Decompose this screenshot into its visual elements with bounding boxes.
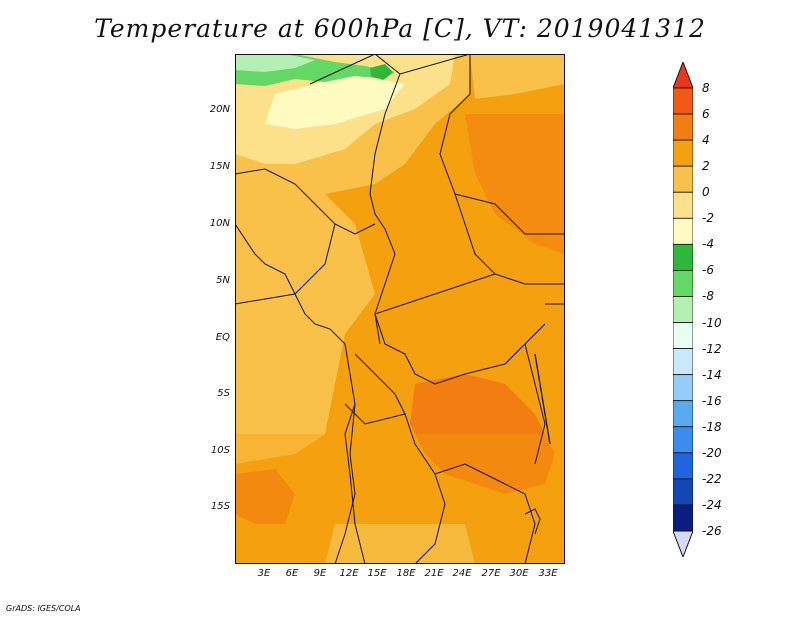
chart-title: Temperature at 600hPa [C], VT: 201904131… [94,14,706,43]
colorbar-label: -8 [702,289,714,304]
footer-credit: GrADS: IGES/COLA [6,604,81,613]
lon-label-33e: 33E [538,568,558,579]
warm-zone-south [325,524,475,564]
colorbar-cell [672,400,694,428]
colorbar-cell [672,217,694,245]
cold-spot-north [370,64,393,80]
colorbar-label: -24 [702,497,722,512]
colorbar-cell [672,87,694,115]
colorbar-top-arrow [672,60,694,89]
lon-label-27e: 27E [481,568,501,579]
lon-label-12e: 12E [339,568,359,579]
lat-label-10n: 10N [209,218,230,229]
cool-zone-sahara [265,74,405,129]
colorbar-cell [672,165,694,193]
country-borders [235,54,565,564]
colorbar-label: -18 [702,419,722,434]
colorbar-label: 8 [702,81,710,95]
warm-zone-northeast [470,54,565,99]
temperature-map [235,54,565,564]
warm-zone-east [465,114,565,254]
coastline [235,223,366,564]
colorbar-label: 2 [702,159,710,174]
colorbar-label: -12 [702,341,722,356]
lat-label-5n: 5N [216,275,230,286]
lon-label-6e: 6E [285,568,299,579]
lat-label-5s: 5S [217,388,230,399]
lon-label-30e: 30E [509,568,529,579]
hot-zone-south-central [410,374,555,494]
lake-tanganyika [534,353,551,445]
colorbar-label: 4 [702,133,710,148]
colorbar-cell [672,504,694,532]
colorbar-cell [672,322,694,349]
map-border [235,54,565,564]
lon-label-18e: 18E [396,568,416,579]
colorbar-cell [672,270,694,297]
colorbar-label: -4 [702,237,714,252]
colorbar-label: 0 [702,185,710,200]
lat-label-20n: 20N [209,104,230,115]
colorbar-label: -10 [702,315,722,330]
lon-label-24e: 24E [452,568,472,579]
colorbar-cells [672,87,694,532]
coldest-zone-north [235,54,315,72]
colorbar-label: -6 [702,263,714,278]
hot-zone-southwest [235,469,295,524]
colorbar-label: -26 [702,524,722,538]
colorbar-cell [672,426,694,454]
colorbar-label: -20 [702,445,722,460]
colorbar-cell [672,243,694,271]
colorbar-cell [672,191,694,219]
colorbar-label: -2 [702,211,714,226]
lat-label-15n: 15N [209,161,230,172]
colorbar-label: -22 [702,471,722,486]
colorbar-cell [672,452,694,480]
colorbar-cell [672,348,694,376]
colorbar-cell [672,374,694,402]
map-panel [235,54,565,564]
lon-label-3e: 3E [257,568,271,579]
lat-label-10s: 10S [210,445,230,456]
lat-label-15s: 15S [210,501,230,512]
lake-malawi [524,508,541,535]
colorbar-label: -14 [702,367,722,382]
southern-band [235,434,565,564]
colorbar-cell [672,478,694,506]
lon-label-21e: 21E [424,568,444,579]
lon-label-9e: 9E [313,568,327,579]
colorbar-bottom-arrow [672,530,694,559]
colorbar-scale [672,60,694,559]
colorbar-label: 6 [702,107,710,122]
colorbar-cell [672,139,694,167]
warm-zone-west [235,174,375,464]
lon-label-15e: 15E [367,568,387,579]
colorbar-cell [672,113,694,141]
colorbar [672,60,694,559]
lat-label-eq: EQ [215,332,230,343]
colorbar-label: -16 [702,393,722,408]
colorbar-cell [672,296,694,323]
